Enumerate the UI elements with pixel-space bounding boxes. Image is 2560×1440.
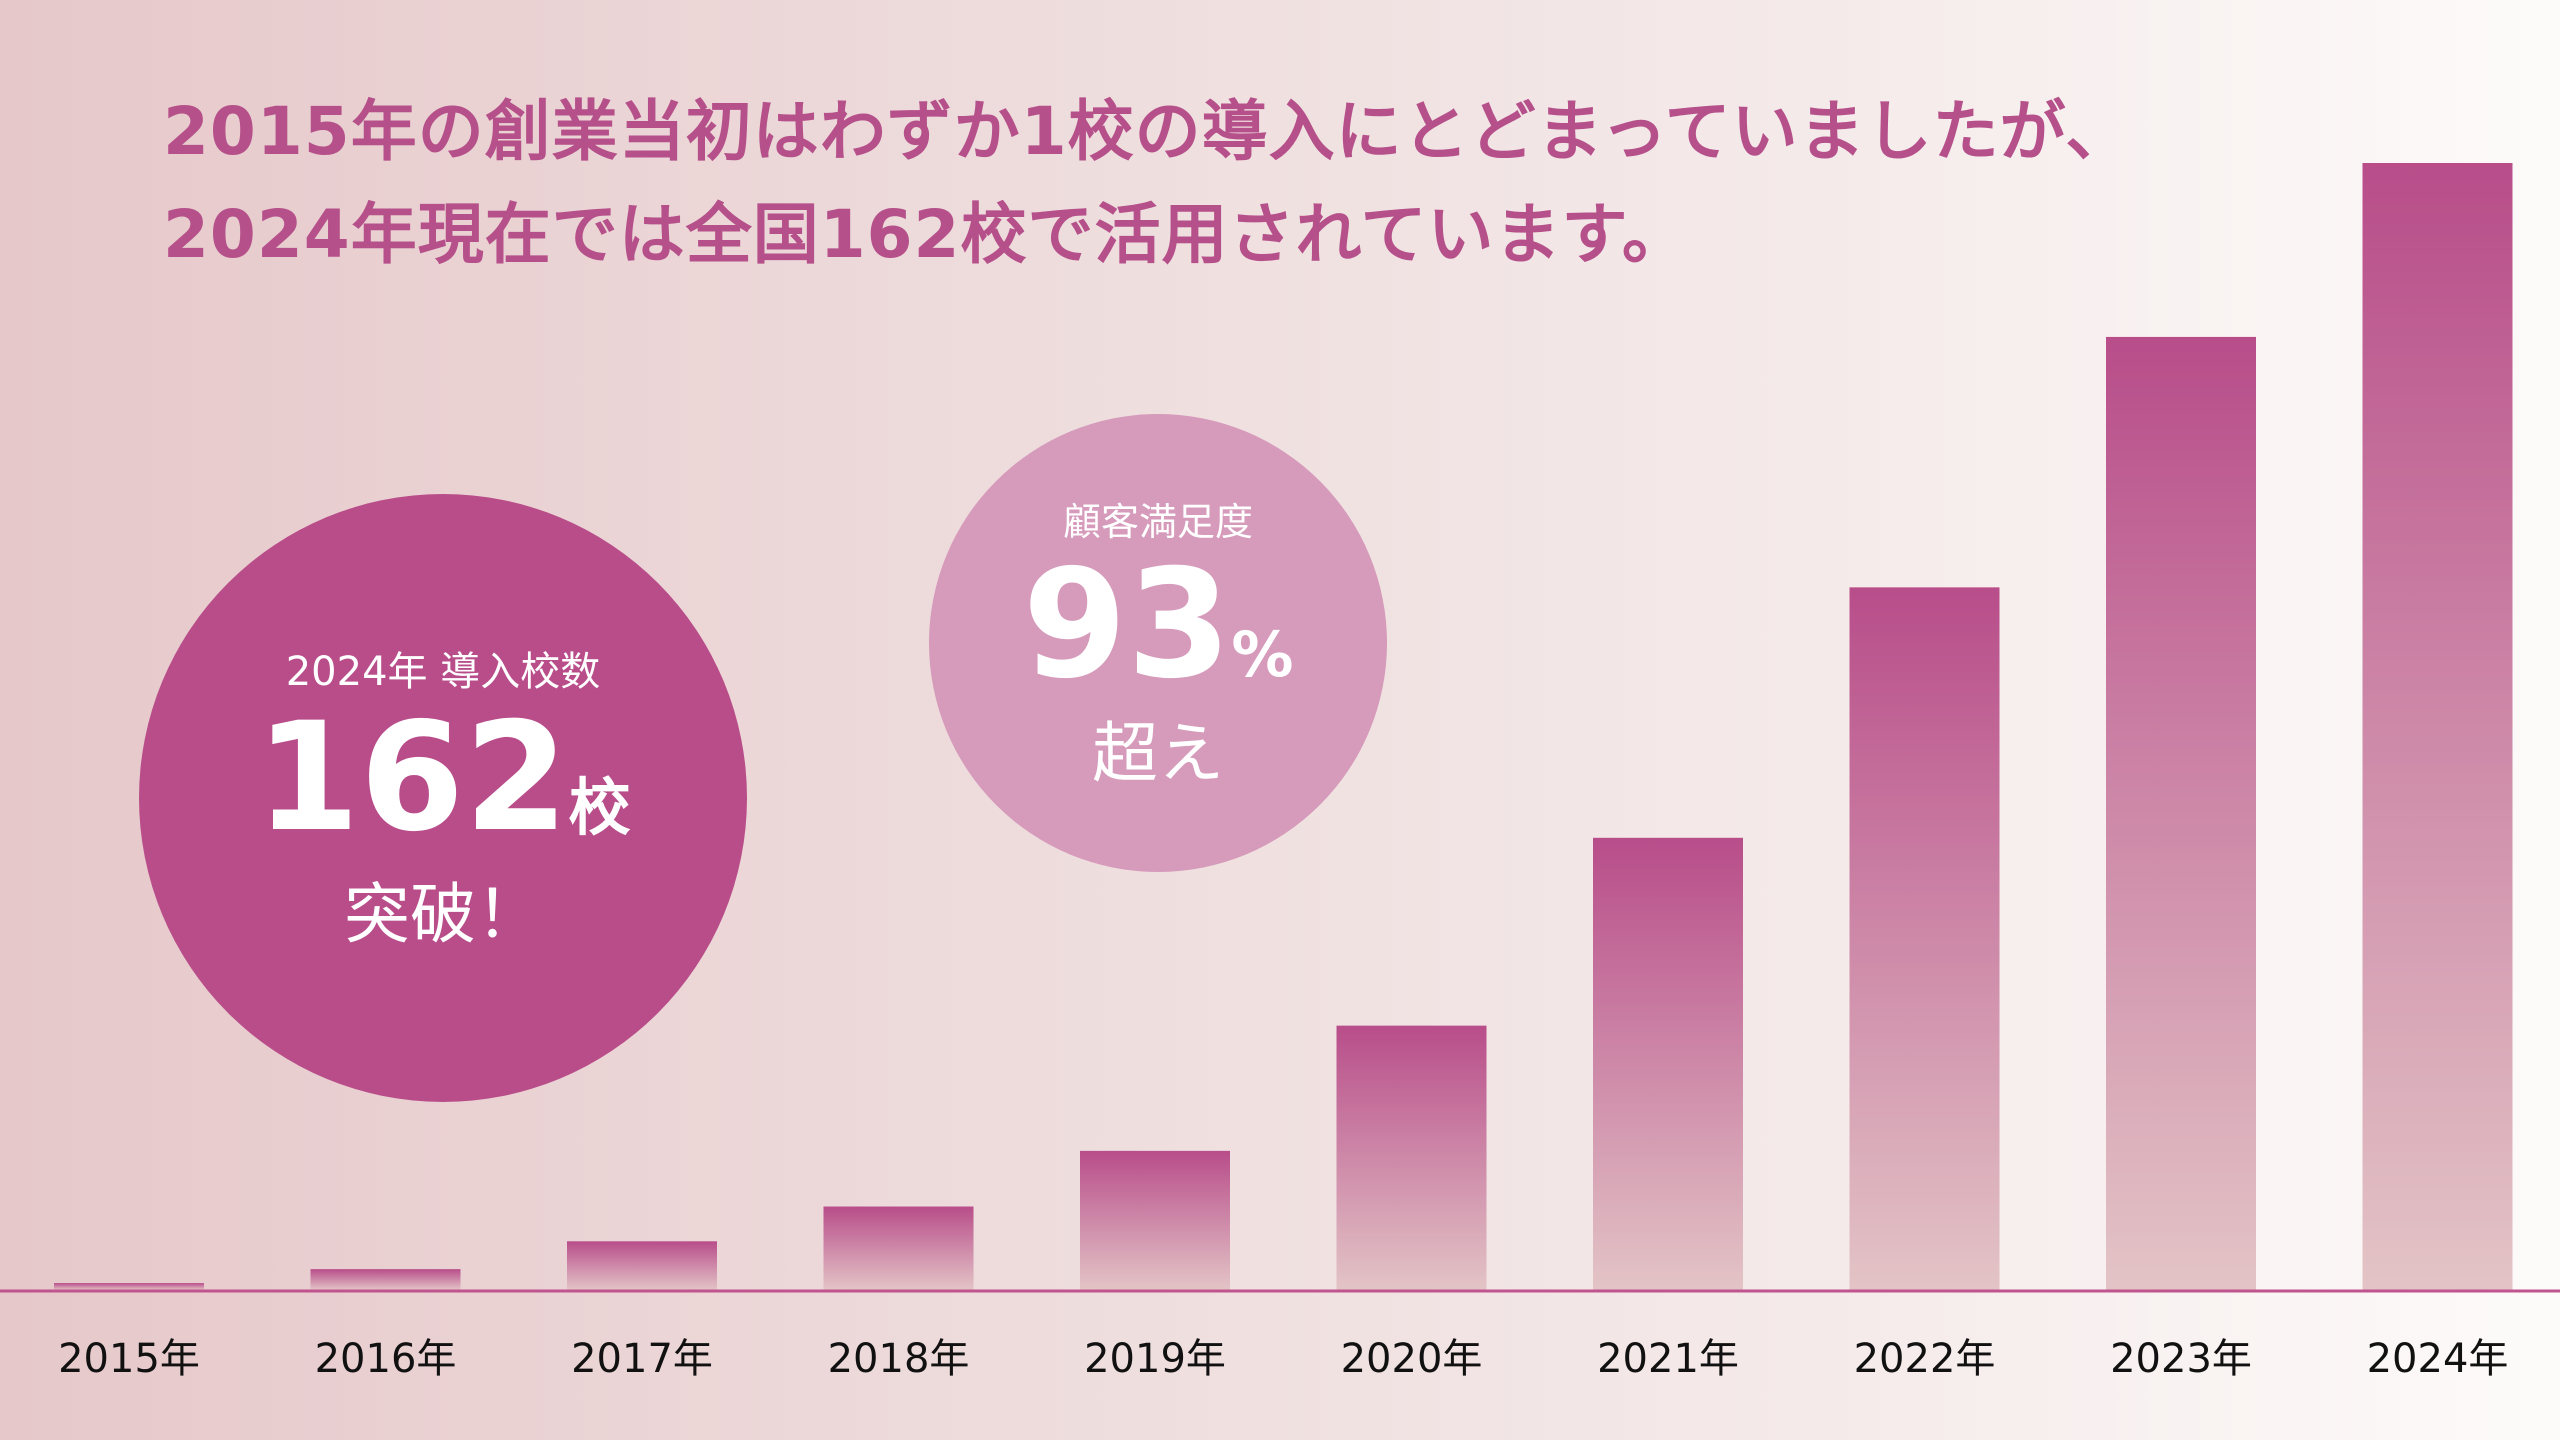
bar-2017年 <box>567 1241 717 1290</box>
x-tick-label: 2019年 <box>1084 1336 1226 1382</box>
bar-2023年 <box>2106 336 2256 1290</box>
x-tick-label: 2023年 <box>2110 1336 2252 1382</box>
x-tick-label: 2020年 <box>1341 1336 1483 1382</box>
headline-line-1: 2015年の創業当初はわずか1校の導入にとどまっていましたが、 <box>163 93 2133 170</box>
satisfaction-callout-label: 顧客満足度 <box>1062 499 1253 544</box>
bar-2022年 <box>1849 587 2000 1290</box>
schools-callout-value: 162 <box>255 691 569 865</box>
x-tick-label: 2018年 <box>828 1336 970 1382</box>
headline: 2015年の創業当初はわずか1校の導入にとどまっていましたが、 2024年現在で… <box>163 80 2132 286</box>
schools-count-callout: 2024年 導入校数 162校 突破！ <box>139 494 747 1102</box>
x-tick-label: 2024年 <box>2367 1336 2509 1382</box>
bar-2015年 <box>54 1283 204 1290</box>
bar-2019年 <box>1080 1150 1230 1290</box>
bar-2020年 <box>1336 1025 1487 1290</box>
x-tick-label: 2015年 <box>58 1336 200 1382</box>
headline-line-2: 2024年現在では全国162校で活用されています。 <box>163 196 1689 273</box>
schools-callout-suffix: 突破！ <box>344 876 542 953</box>
bar-2024年 <box>2362 163 2513 1290</box>
x-tick-label: 2017年 <box>571 1336 713 1382</box>
bar-2016年 <box>310 1269 461 1290</box>
schools-callout-unit: 校 <box>568 771 631 844</box>
x-tick-label: 2016年 <box>315 1336 457 1382</box>
satisfaction-callout-suffix: 超え <box>1092 714 1224 792</box>
schools-callout-label: 2024年 導入校数 <box>285 649 601 695</box>
bar-2021年 <box>1593 837 1743 1290</box>
x-tick-label: 2021年 <box>1597 1336 1739 1382</box>
bar-2018年 <box>823 1206 974 1290</box>
satisfaction-callout-unit: % <box>1231 617 1294 691</box>
satisfaction-callout-value: 93 <box>1022 537 1232 712</box>
satisfaction-callout: 顧客満足度 93% 超え <box>929 414 1387 872</box>
x-tick-label: 2022年 <box>1854 1336 1996 1382</box>
